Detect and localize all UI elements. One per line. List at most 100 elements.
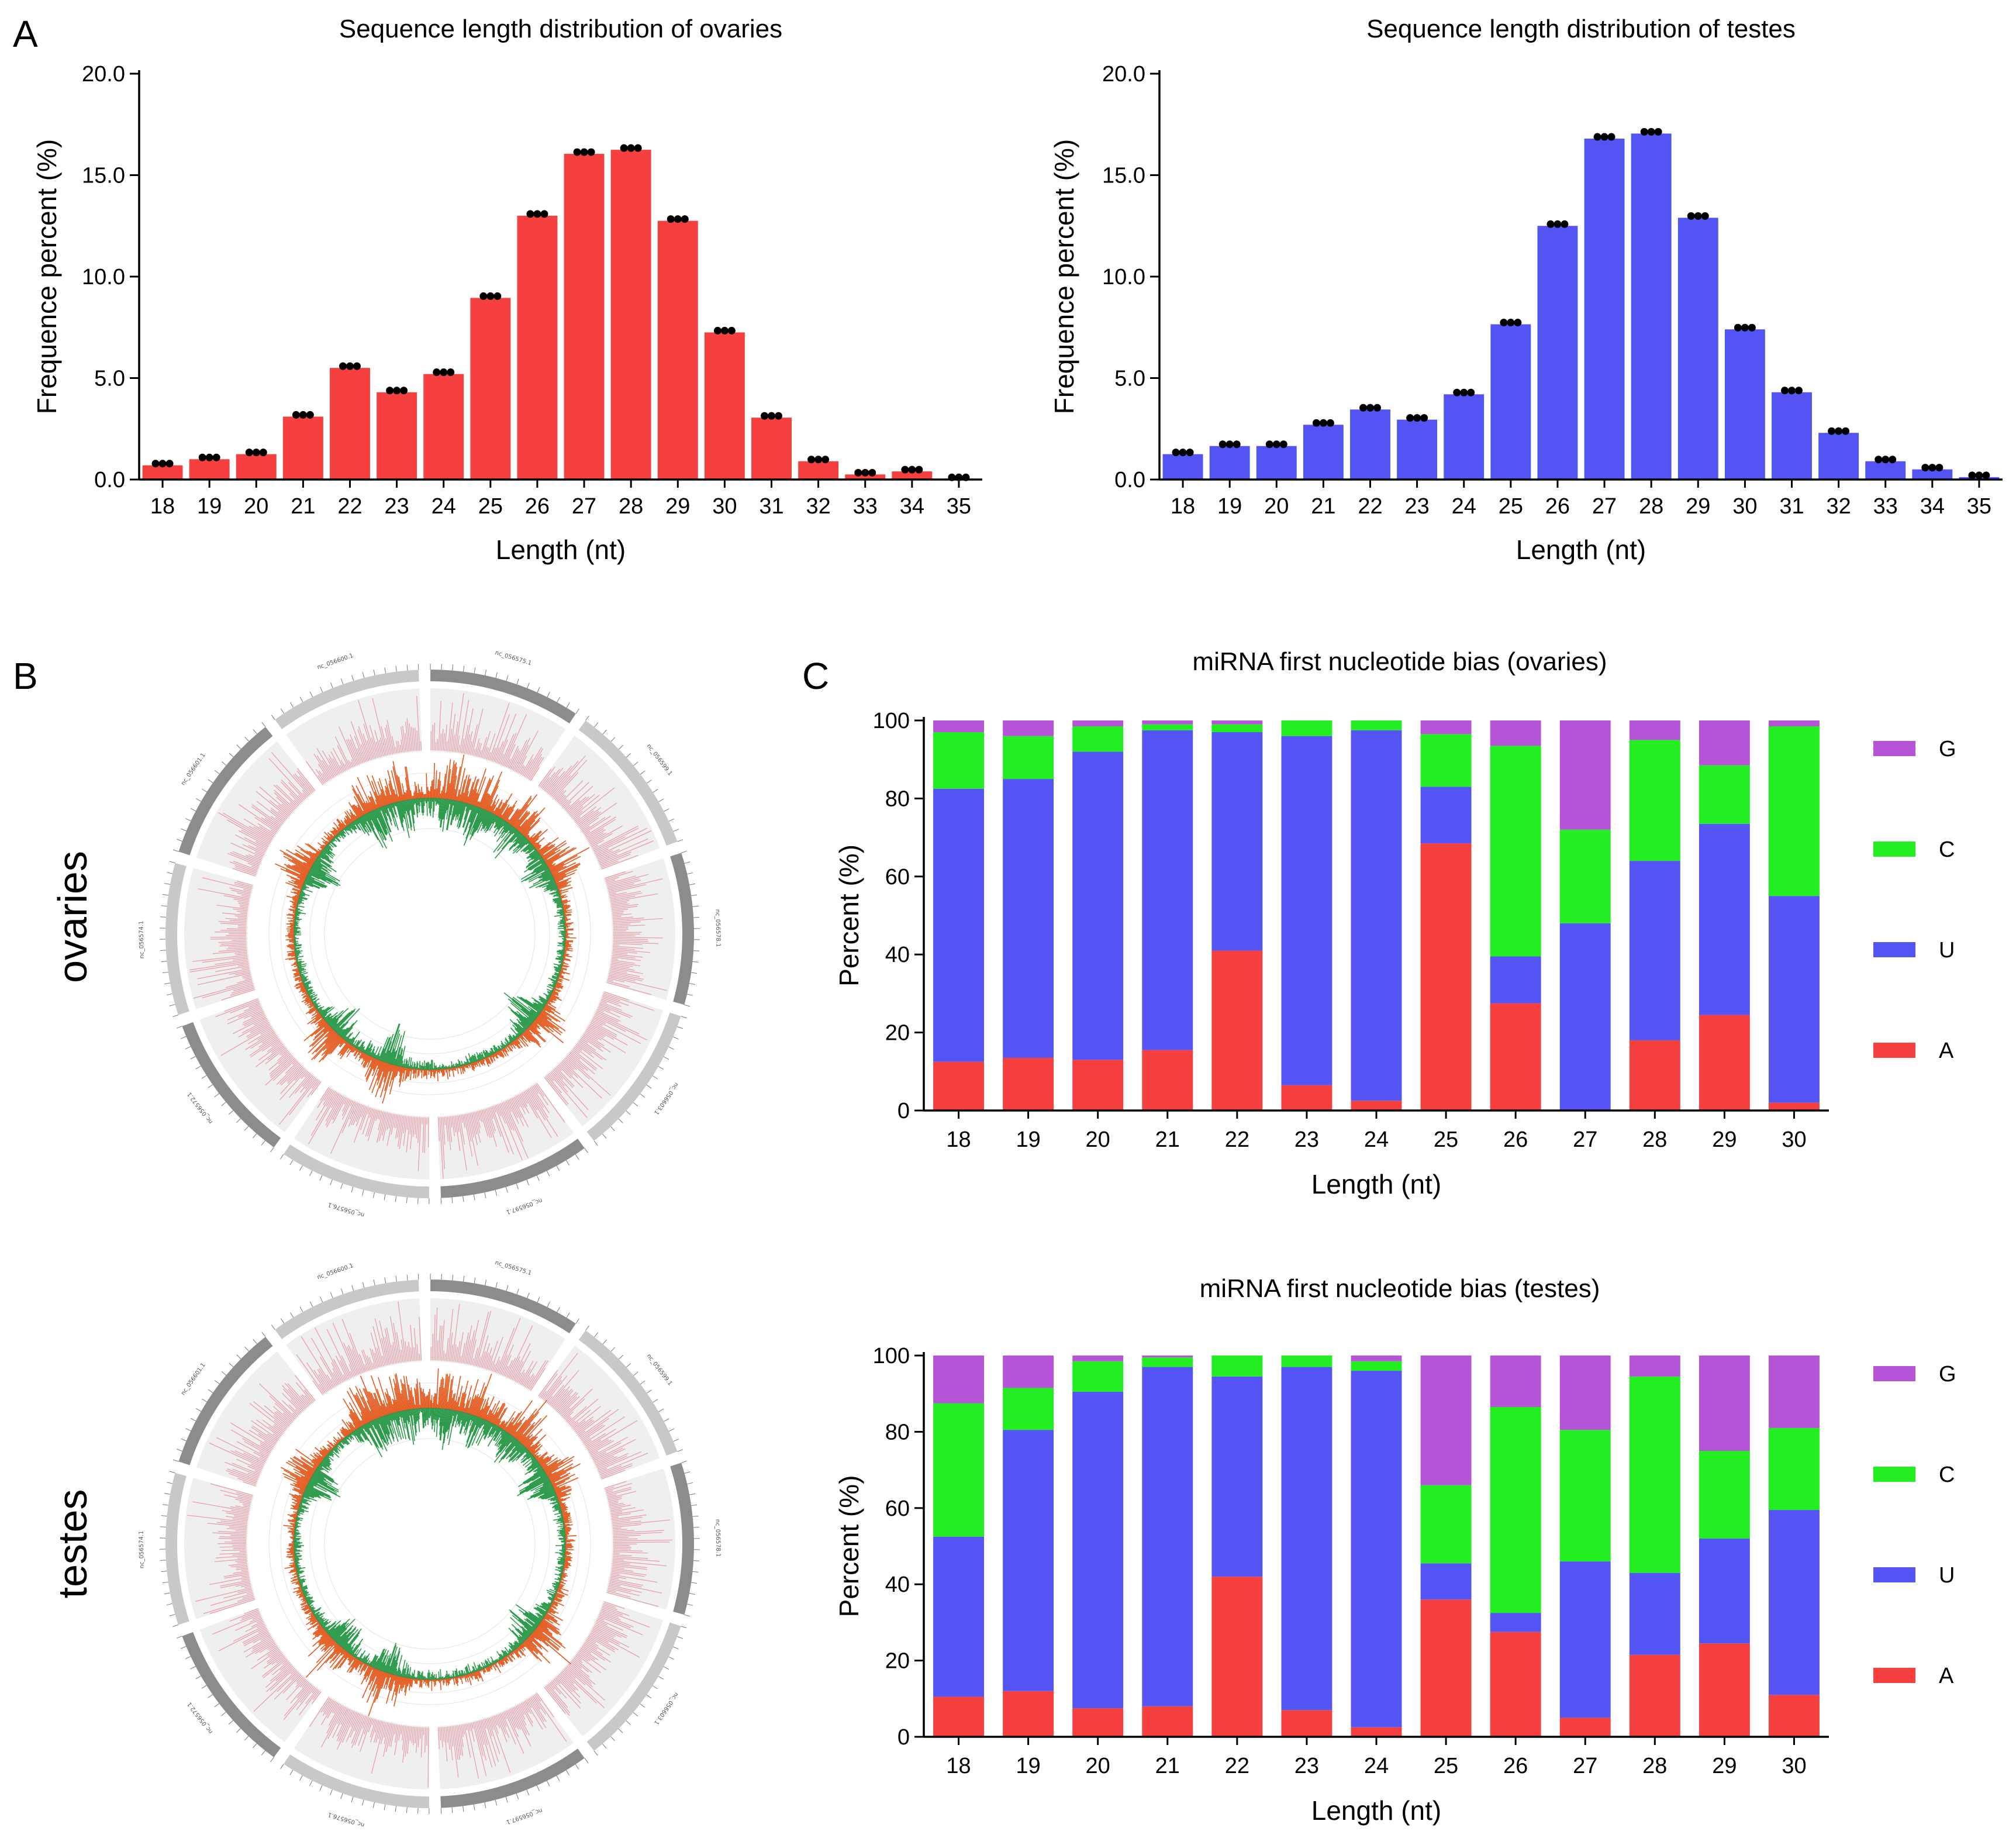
histogram-bar — [573, 1657, 593, 1673]
chromosome-tick — [495, 1282, 498, 1288]
spike-up — [538, 1015, 563, 1034]
spike-up — [337, 818, 346, 829]
spike-up — [561, 900, 571, 903]
spike-up — [286, 865, 308, 877]
spike-down — [505, 1039, 509, 1045]
histogram-bar — [612, 1524, 641, 1528]
histogram-bar — [247, 863, 259, 868]
spike-up — [473, 1062, 475, 1066]
spike-down — [360, 1658, 363, 1661]
histogram-bar — [517, 756, 527, 773]
histogram-bar — [517, 1095, 525, 1109]
spike-down — [446, 1409, 451, 1432]
spike-down — [305, 985, 309, 988]
spike-up — [552, 863, 581, 877]
spike-down — [542, 873, 552, 878]
histogram-bar — [372, 1363, 375, 1369]
spike-down — [351, 1643, 361, 1656]
spike-down — [354, 1040, 360, 1047]
spike-down — [500, 1654, 504, 1658]
histogram-bar — [555, 1677, 581, 1704]
histogram-bar — [576, 1654, 601, 1673]
spike-down — [355, 1430, 364, 1443]
histogram-bar — [230, 1564, 248, 1568]
spike-down — [306, 876, 328, 887]
spike-down — [517, 1023, 525, 1032]
spike-up — [502, 1048, 505, 1052]
histogram-bar — [361, 744, 368, 761]
x-tick-label-21: 21 — [1311, 494, 1335, 519]
histogram-bar — [264, 1654, 284, 1669]
spike-up — [520, 807, 546, 834]
spike-down — [294, 1533, 301, 1534]
spike-down — [312, 1607, 322, 1613]
spike-down — [461, 1670, 463, 1676]
spike-down — [355, 819, 366, 834]
spike-up — [519, 1036, 529, 1047]
spike-up — [312, 1011, 319, 1016]
histogram-bar — [561, 1671, 574, 1684]
spike-down — [386, 1415, 391, 1426]
spike-down — [399, 801, 404, 818]
histogram-bar — [257, 1623, 265, 1629]
chromosome-tick — [341, 1288, 344, 1295]
spike-down — [303, 1591, 309, 1595]
chromosome-tick — [462, 1275, 465, 1282]
histogram-bar — [571, 1050, 597, 1071]
bar-segment-A-28 — [1629, 1654, 1680, 1737]
histogram-bar — [253, 1670, 298, 1712]
chromosome-tick — [684, 1471, 691, 1474]
spike-down — [302, 885, 309, 889]
histogram-bar — [254, 1641, 275, 1654]
histogram-bar — [364, 1364, 368, 1371]
spike-down — [477, 1664, 481, 1671]
spike-down — [557, 909, 564, 911]
spike-down — [486, 1050, 490, 1056]
spike-up — [493, 1053, 498, 1059]
x-tick-label-35: 35 — [1967, 494, 1991, 519]
histogram-bar — [512, 739, 528, 770]
spike-up — [564, 946, 568, 948]
bar-segment-U-28 — [1629, 1572, 1680, 1655]
histogram-bar — [253, 1018, 267, 1026]
spike-down — [465, 1056, 469, 1064]
spike-up — [515, 1039, 523, 1048]
chromosome-tick — [177, 1449, 182, 1451]
guide-circle — [309, 813, 550, 1054]
histogram-bars-9 — [209, 1375, 316, 1487]
spike-down — [512, 839, 528, 854]
spike-down — [360, 1427, 369, 1441]
histogram-bar — [608, 976, 667, 991]
spike-up — [451, 775, 457, 801]
spike-down — [299, 971, 306, 974]
spike-down — [502, 1440, 519, 1460]
histogram-bar — [437, 1117, 440, 1142]
histogram-bar — [517, 1370, 525, 1383]
spike-up — [535, 1018, 546, 1027]
spike-up — [398, 1066, 401, 1071]
spike-up — [448, 1068, 451, 1077]
spike-up — [522, 826, 531, 836]
histogram-bar — [462, 725, 469, 754]
spike-down — [459, 803, 467, 828]
bar-segment-U-19 — [1003, 1430, 1054, 1691]
spike-down — [477, 1056, 479, 1061]
spike-up — [461, 792, 465, 802]
spike-up — [547, 1000, 551, 1003]
histogram-bar — [300, 1075, 314, 1093]
histogram-bar — [602, 1607, 623, 1616]
histogram-bar — [259, 786, 291, 815]
histogram-bar — [476, 742, 481, 757]
spike-up — [410, 1068, 412, 1072]
spike-down — [552, 984, 555, 987]
spike-down — [509, 1444, 523, 1458]
histogram-bar — [311, 1691, 322, 1704]
spike-down — [367, 813, 372, 820]
spike-down — [469, 806, 476, 823]
histogram-bar — [578, 811, 599, 827]
histogram-bar — [613, 947, 635, 950]
spike-down — [503, 827, 515, 842]
histogram-bar — [294, 1068, 306, 1081]
spike-down — [515, 1011, 530, 1026]
spike-down — [295, 1523, 298, 1525]
